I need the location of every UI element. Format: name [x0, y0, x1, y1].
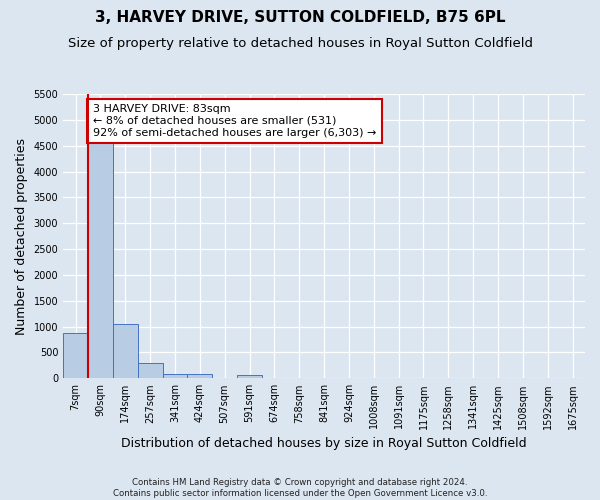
Bar	[138, 364, 163, 378]
Text: Contains HM Land Registry data © Crown copyright and database right 2024.
Contai: Contains HM Land Registry data © Crown c…	[113, 478, 487, 498]
Bar	[237, 376, 262, 378]
Text: 3 HARVEY DRIVE: 83sqm
← 8% of detached houses are smaller (531)
92% of semi-deta: 3 HARVEY DRIVE: 83sqm ← 8% of detached h…	[93, 104, 376, 138]
Text: 3, HARVEY DRIVE, SUTTON COLDFIELD, B75 6PL: 3, HARVEY DRIVE, SUTTON COLDFIELD, B75 6…	[95, 10, 505, 25]
Y-axis label: Number of detached properties: Number of detached properties	[15, 138, 28, 334]
X-axis label: Distribution of detached houses by size in Royal Sutton Coldfield: Distribution of detached houses by size …	[121, 437, 527, 450]
Text: Size of property relative to detached houses in Royal Sutton Coldfield: Size of property relative to detached ho…	[67, 38, 533, 51]
Bar	[187, 374, 212, 378]
Bar	[163, 374, 187, 378]
Bar	[113, 324, 138, 378]
Bar	[63, 333, 88, 378]
Bar	[88, 142, 113, 378]
